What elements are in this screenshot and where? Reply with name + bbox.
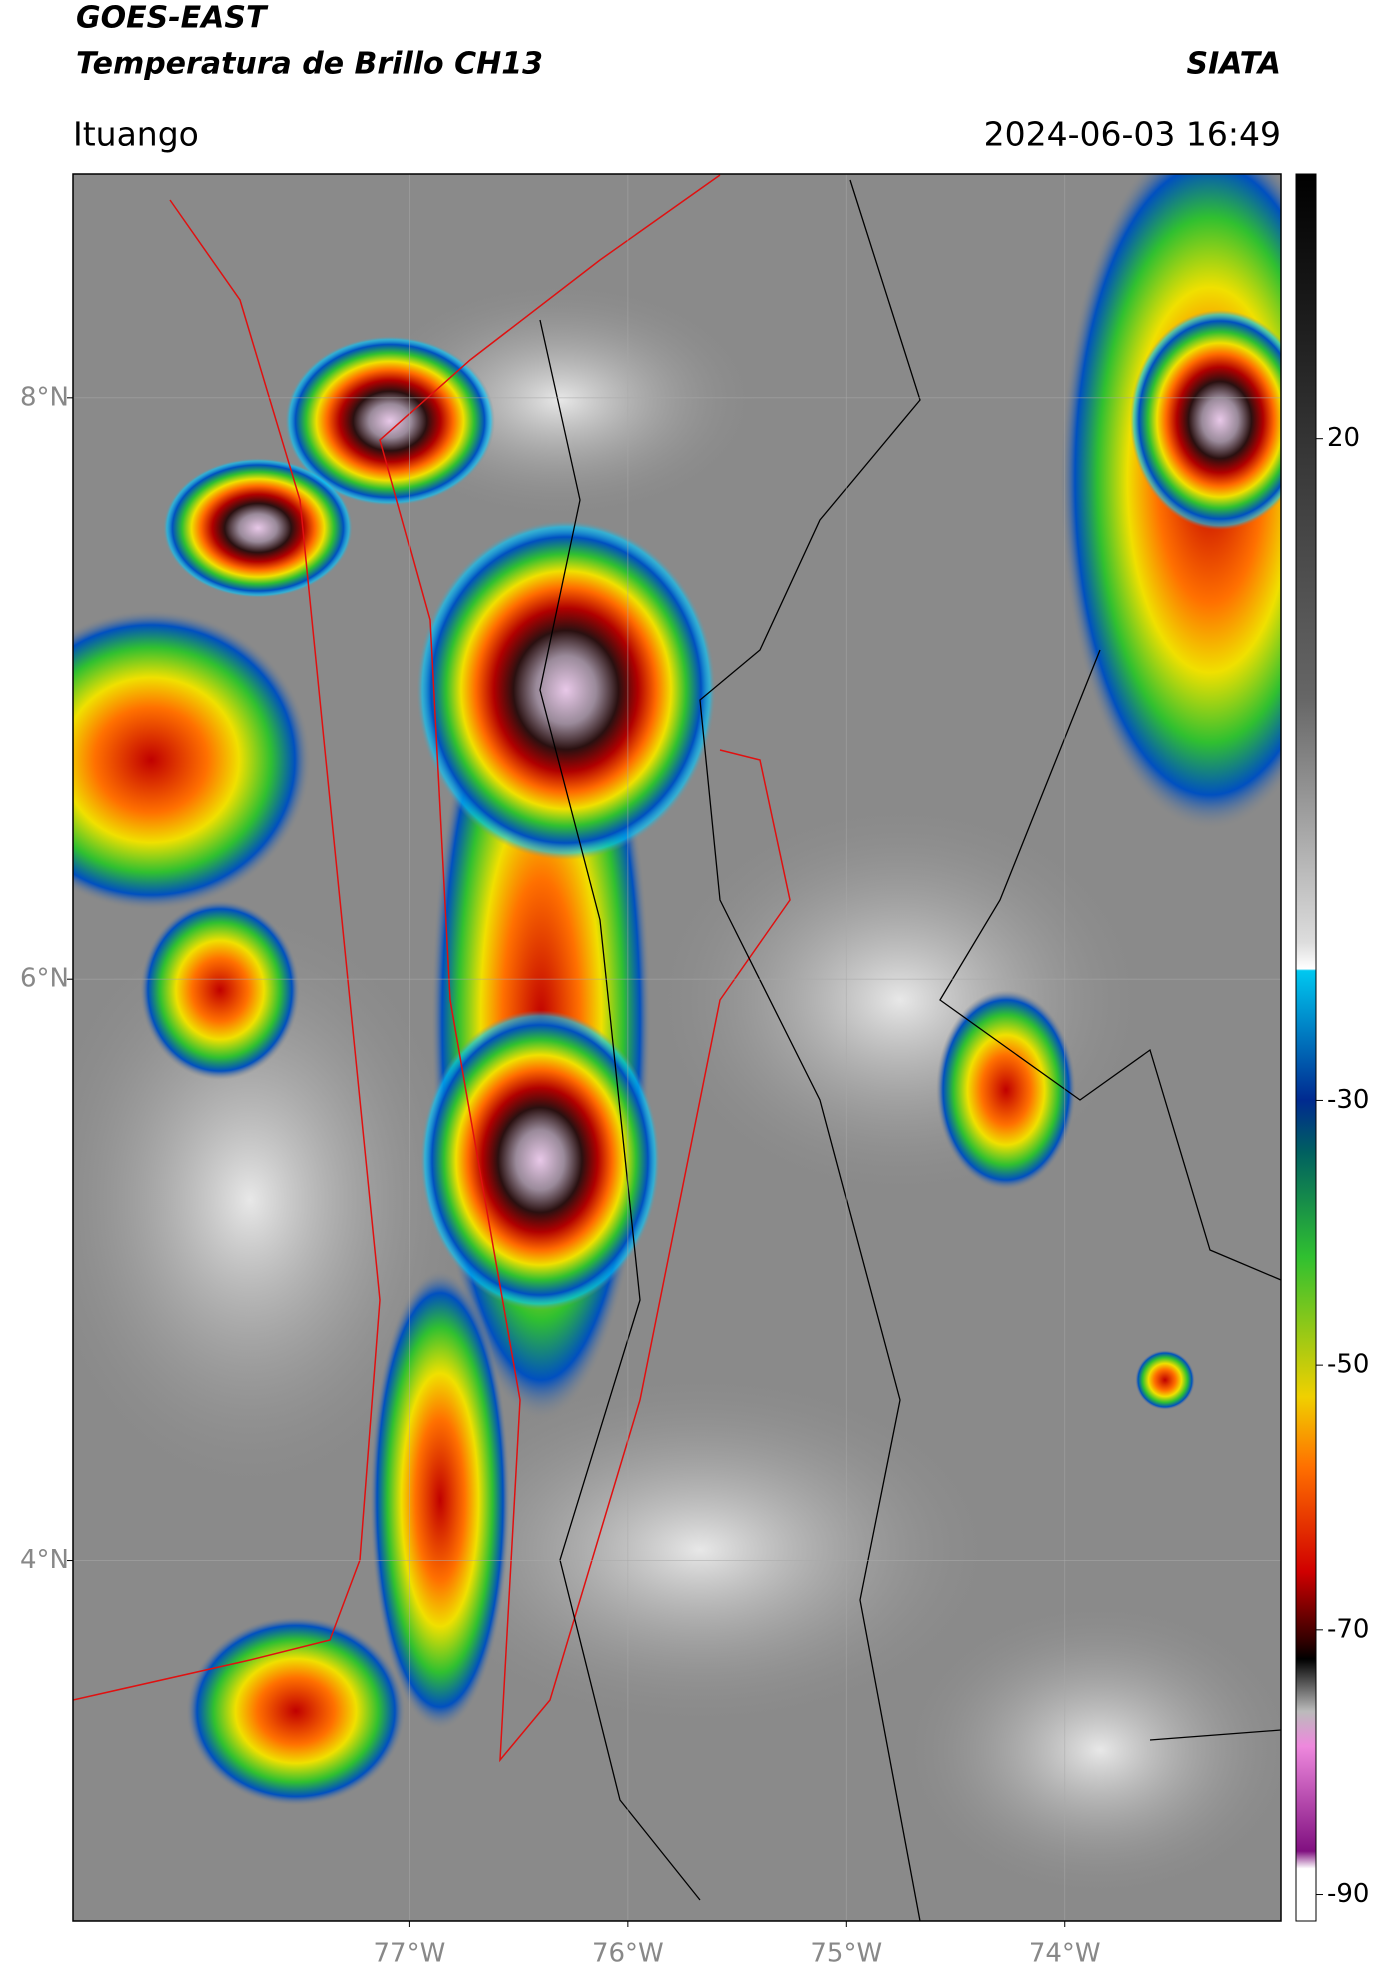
x-tick-label: 76°W xyxy=(592,1939,664,1969)
colorbar-tick-label: -70 xyxy=(1327,1614,1369,1644)
grid xyxy=(73,174,1281,1921)
satellite-image xyxy=(73,174,1281,1921)
title: GOES-EAST xyxy=(76,1,269,36)
y-tick-label: 4°N xyxy=(20,1545,69,1575)
colorbar xyxy=(1295,173,1317,1922)
x-tick-label: 77°W xyxy=(374,1939,446,1969)
colorbar-tick-label: -90 xyxy=(1327,1879,1369,1909)
y-tick-label: 8°N xyxy=(20,382,69,412)
colorbar-tick-label: -30 xyxy=(1327,1085,1369,1115)
colorbar-tick-label: 20 xyxy=(1327,423,1360,453)
agency: SIATA xyxy=(1187,47,1281,82)
subtitle: Temperatura de Brillo CH13 xyxy=(76,47,543,82)
x-tick-label: 74°W xyxy=(1029,1939,1101,1969)
datetime: 2024-06-03 16:49 xyxy=(984,115,1281,154)
location: Ituango xyxy=(73,115,199,154)
y-tick-label: 6°N xyxy=(20,964,69,994)
map-frame xyxy=(72,173,1282,1922)
x-tick-label: 75°W xyxy=(810,1939,882,1969)
colorbar-tick-label: -50 xyxy=(1327,1350,1369,1380)
